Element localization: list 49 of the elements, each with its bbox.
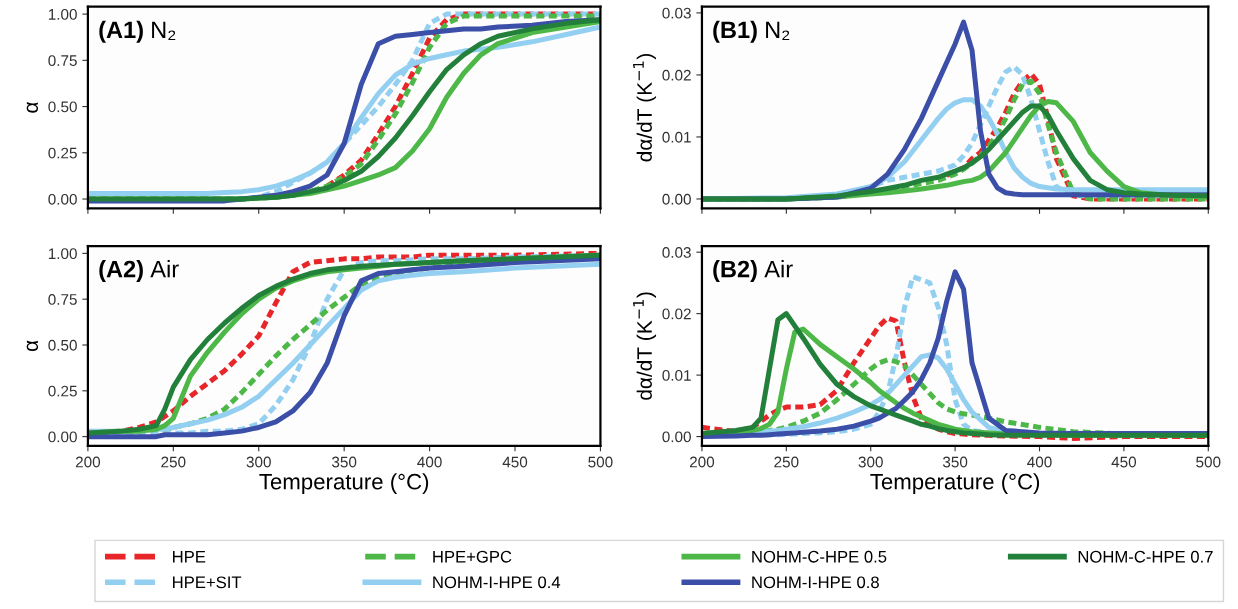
- y-tick-label: 0.75: [48, 55, 77, 67]
- x-tick-label: 350: [942, 456, 968, 468]
- y-tick-label: 0.75: [48, 294, 77, 305]
- x-tick-label: 300: [246, 456, 271, 468]
- legend-label: HPE+GPC: [433, 550, 512, 563]
- x-tick-label: 450: [502, 456, 528, 468]
- y-tick-label: 0.00: [662, 193, 691, 205]
- y-tick-label: 0.03: [662, 247, 691, 258]
- legend-label: HPE: [173, 551, 206, 563]
- y-tick-label: 0.50: [48, 101, 77, 113]
- x-tick-label: 500: [588, 456, 613, 468]
- x-tick-label: 300: [858, 456, 883, 468]
- y-axis-title: dα/dT (K$^{−1}$): [633, 292, 657, 400]
- y-tick-label: 0.01: [662, 131, 691, 143]
- text: (B1) N₂: [713, 20, 790, 43]
- x-axis-title: Temperature (°C): [259, 473, 429, 494]
- legend-label: NOHM-I-HPE 0.8: [752, 576, 879, 589]
- y-tick-label: 0.50: [48, 339, 77, 351]
- y-tick-label: 1.00: [48, 8, 77, 20]
- y-tick-label: 0.02: [662, 308, 691, 320]
- x-tick-label: 400: [1027, 456, 1052, 468]
- y-tick-label: 0.00: [48, 193, 77, 205]
- x-tick-label: 350: [332, 456, 357, 468]
- y-tick-label: 0.01: [662, 369, 691, 381]
- x-tick-label: 500: [1196, 456, 1221, 468]
- legend-label: NOHM-I-HPE 0.4: [433, 576, 561, 589]
- x-tick-label: 250: [161, 456, 186, 468]
- y-tick-label: 0.00: [662, 431, 691, 443]
- y-tick-label: 1.00: [48, 248, 77, 260]
- x-tick-label: 200: [75, 456, 101, 468]
- legend-label: NOHM-C-HPE 0.5: [752, 550, 887, 563]
- x-tick-label: 450: [1111, 456, 1137, 468]
- text: (A1) N₂: [99, 20, 176, 43]
- y-tick-label: 0.02: [662, 69, 691, 81]
- x-tick-label: 400: [417, 456, 442, 468]
- y-tick-label: 0.00: [48, 431, 77, 443]
- text: (A2) Air: [99, 260, 179, 283]
- x-axis-title: Temperature (°C): [870, 473, 1040, 494]
- legend-label: NOHM-C-HPE 0.7: [1078, 550, 1213, 563]
- x-tick-label: 200: [689, 456, 715, 468]
- x-tick-label: 250: [774, 456, 799, 468]
- y-tick-label: 0.03: [662, 7, 691, 19]
- y-tick-label: 0.25: [48, 147, 77, 159]
- y-axis-title: dα/dT (K$^{−1}$): [633, 54, 657, 162]
- legend-label: HPE+SIT: [173, 576, 242, 589]
- y-axis-title: α: [26, 340, 39, 352]
- text: (B2) Air: [713, 260, 793, 283]
- y-tick-label: 0.25: [48, 385, 77, 397]
- y-axis-title: α: [26, 102, 39, 113]
